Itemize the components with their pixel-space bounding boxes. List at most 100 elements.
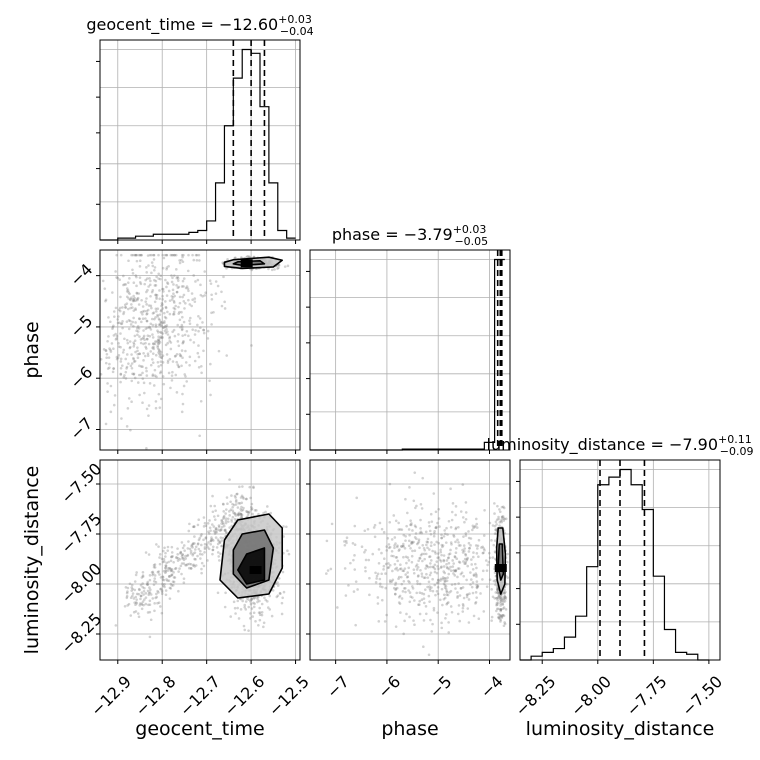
sample-point: [268, 608, 272, 611]
sample-point: [132, 316, 135, 320]
sample-point: [497, 612, 500, 616]
sample-point: [450, 518, 454, 522]
sample-point: [157, 253, 160, 257]
sample-point: [128, 292, 131, 296]
sample-point: [276, 267, 279, 270]
sample-point: [416, 579, 419, 583]
sample-point: [169, 568, 172, 571]
title-plus: +0.03: [453, 223, 487, 236]
sample-point: [116, 276, 120, 280]
sample-point: [402, 569, 406, 573]
sample-point: [161, 307, 164, 310]
sample-point: [455, 557, 459, 561]
sample-point: [244, 608, 248, 611]
sample-point: [151, 374, 155, 378]
sample-point: [199, 283, 202, 287]
sample-point: [152, 345, 155, 349]
sample-point: [442, 558, 446, 562]
sample-point: [134, 308, 137, 312]
sample-point: [390, 550, 394, 553]
sample-point: [184, 349, 187, 353]
sample-point: [144, 596, 148, 599]
sample-point: [202, 328, 205, 332]
sample-point: [380, 551, 383, 555]
sample-point: [249, 602, 253, 606]
sample-point: [442, 559, 446, 563]
sample-point: [449, 605, 453, 608]
sample-point: [220, 544, 223, 548]
sample-point: [218, 540, 222, 544]
sample-point: [209, 539, 213, 543]
sample-point: [449, 525, 453, 529]
sample-point: [354, 580, 358, 583]
sample-point: [216, 514, 220, 518]
sample-point: [166, 361, 170, 364]
sample-point: [165, 253, 169, 257]
sample-point: [191, 328, 195, 331]
sample-point: [457, 525, 460, 529]
sample-point: [178, 567, 181, 570]
sample-point: [155, 297, 158, 300]
title-minus: −0.04: [280, 25, 314, 38]
sample-point: [168, 575, 171, 578]
sample-point: [167, 560, 170, 564]
sample-point: [476, 547, 479, 550]
sample-point: [115, 253, 119, 257]
sample-point: [233, 606, 237, 610]
sample-point: [140, 603, 144, 606]
sample-point: [181, 295, 184, 299]
sample-point: [256, 600, 259, 604]
sample-point: [164, 305, 168, 309]
sample-point: [422, 546, 426, 550]
sample-point: [139, 253, 143, 257]
sample-point: [213, 515, 216, 518]
sample-point: [151, 336, 155, 339]
sample-point: [444, 616, 447, 620]
sample-point: [241, 508, 245, 512]
sample-point: [195, 258, 199, 262]
sample-point: [166, 579, 169, 582]
sample-point: [195, 253, 199, 257]
sample-point: [197, 355, 201, 359]
x-tick-label: −12.5: [265, 672, 313, 720]
sample-point: [147, 304, 151, 307]
sample-point: [146, 352, 150, 356]
sample-point: [163, 325, 167, 328]
sample-point: [131, 268, 134, 272]
sample-point: [180, 410, 184, 414]
sample-point: [494, 580, 498, 584]
sample-point: [202, 516, 206, 519]
sample-point: [411, 541, 414, 545]
sample-point: [152, 311, 156, 315]
sample-point: [117, 354, 121, 357]
sample-point: [280, 601, 284, 605]
sample-point: [464, 560, 467, 564]
sample-point: [125, 287, 129, 290]
sample-point: [158, 573, 161, 576]
sample-point: [282, 590, 286, 594]
sample-point: [172, 299, 176, 303]
sample-point: [127, 602, 131, 606]
sample-point: [141, 337, 144, 340]
sample-point: [170, 280, 174, 284]
sample-point: [454, 527, 458, 531]
sample-point: [400, 597, 404, 600]
sample-point: [130, 400, 133, 404]
sample-point: [129, 345, 132, 349]
sample-point: [407, 528, 411, 531]
sample-point: [107, 316, 110, 319]
sample-point: [388, 563, 392, 567]
sample-point: [224, 512, 227, 515]
sample-point: [142, 334, 146, 338]
sample-point: [475, 580, 479, 583]
sample-point: [459, 586, 463, 590]
sample-point: [161, 294, 164, 298]
sample-point: [162, 557, 166, 561]
sample-point: [214, 528, 218, 532]
sample-point: [452, 533, 455, 537]
sample-point: [277, 263, 281, 267]
sample-point: [216, 538, 220, 541]
sample-point: [474, 544, 478, 547]
sample-point: [382, 568, 385, 571]
sample-point: [481, 551, 485, 555]
